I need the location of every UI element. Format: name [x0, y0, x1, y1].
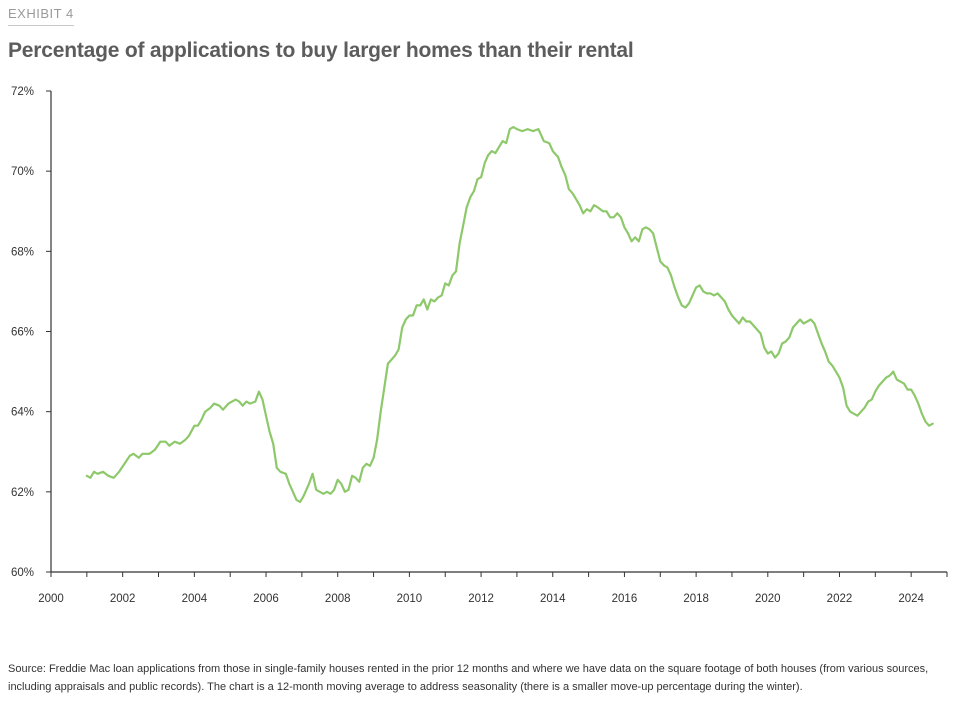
chart-title: Percentage of applications to buy larger…: [8, 39, 634, 62]
y-tick-label: 60%: [11, 567, 34, 579]
x-tick-label: 2006: [253, 593, 279, 605]
y-tick-label: 70%: [11, 166, 34, 178]
y-tick-label: 68%: [11, 246, 34, 258]
x-tick-label: 2010: [397, 593, 423, 605]
source-note: Source: Freddie Mac loan applications fr…: [8, 663, 929, 693]
x-tick-label: 2016: [612, 593, 638, 605]
exhibit-label: EXHIBIT 4: [8, 6, 74, 26]
y-tick-label: 62%: [11, 487, 34, 499]
x-tick-label: 2024: [898, 593, 924, 605]
x-tick-label: 2008: [325, 593, 351, 605]
y-tick-label: 66%: [11, 327, 34, 339]
x-tick-label: 2020: [755, 593, 781, 605]
x-tick-label: 2004: [182, 593, 208, 605]
series-group: [85, 126, 934, 503]
y-tick-label: 64%: [11, 407, 34, 419]
x-tick-label: 2022: [827, 593, 853, 605]
y-tick-label: 72%: [11, 86, 34, 98]
x-tick-label: 2000: [38, 593, 64, 605]
line-chart: 60%62%64%66%68%70%72% 2000 2002 2004 2006 20…: [11, 86, 948, 605]
x-axis: 2000 2002 2004 2006 2008 2010 2012 2014 2016 2018…: [38, 571, 948, 605]
x-tick-label: 2002: [110, 593, 136, 605]
x-tick-label: 2014: [540, 593, 566, 605]
series-line: [85, 126, 934, 503]
y-axis: 60% 62% 64% 66% 68% 70% 72%: [11, 86, 52, 579]
x-tick-label: 2018: [683, 593, 709, 605]
x-tick-label: 2012: [468, 593, 494, 605]
